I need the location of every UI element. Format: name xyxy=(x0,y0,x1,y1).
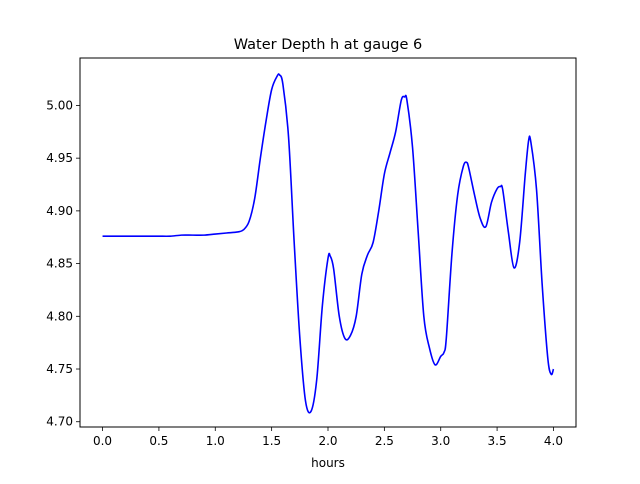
y-tick-label: 4.85 xyxy=(46,257,73,271)
chart-title: Water Depth h at gauge 6 xyxy=(234,37,422,53)
y-tick-label: 4.95 xyxy=(46,151,73,165)
y-tick-label: 5.00 xyxy=(46,98,73,112)
x-tick-label: 1.5 xyxy=(262,434,281,448)
y-tick-label: 4.75 xyxy=(46,362,73,376)
x-tick-label: 4.0 xyxy=(544,434,563,448)
x-tick-label: 2.0 xyxy=(318,434,337,448)
x-tick-label: 1.0 xyxy=(206,434,225,448)
x-tick-label: 0.5 xyxy=(149,434,168,448)
x-tick-label: 0.0 xyxy=(93,434,112,448)
y-tick-label: 4.90 xyxy=(46,204,73,218)
x-tick-label: 3.5 xyxy=(488,434,507,448)
x-tick-label: 3.0 xyxy=(431,434,450,448)
y-tick-label: 4.70 xyxy=(46,415,73,429)
y-tick-label: 4.80 xyxy=(46,309,73,323)
x-axis-label: hours xyxy=(311,456,345,470)
series-line-0 xyxy=(102,73,555,414)
x-tick-label: 2.5 xyxy=(375,434,394,448)
